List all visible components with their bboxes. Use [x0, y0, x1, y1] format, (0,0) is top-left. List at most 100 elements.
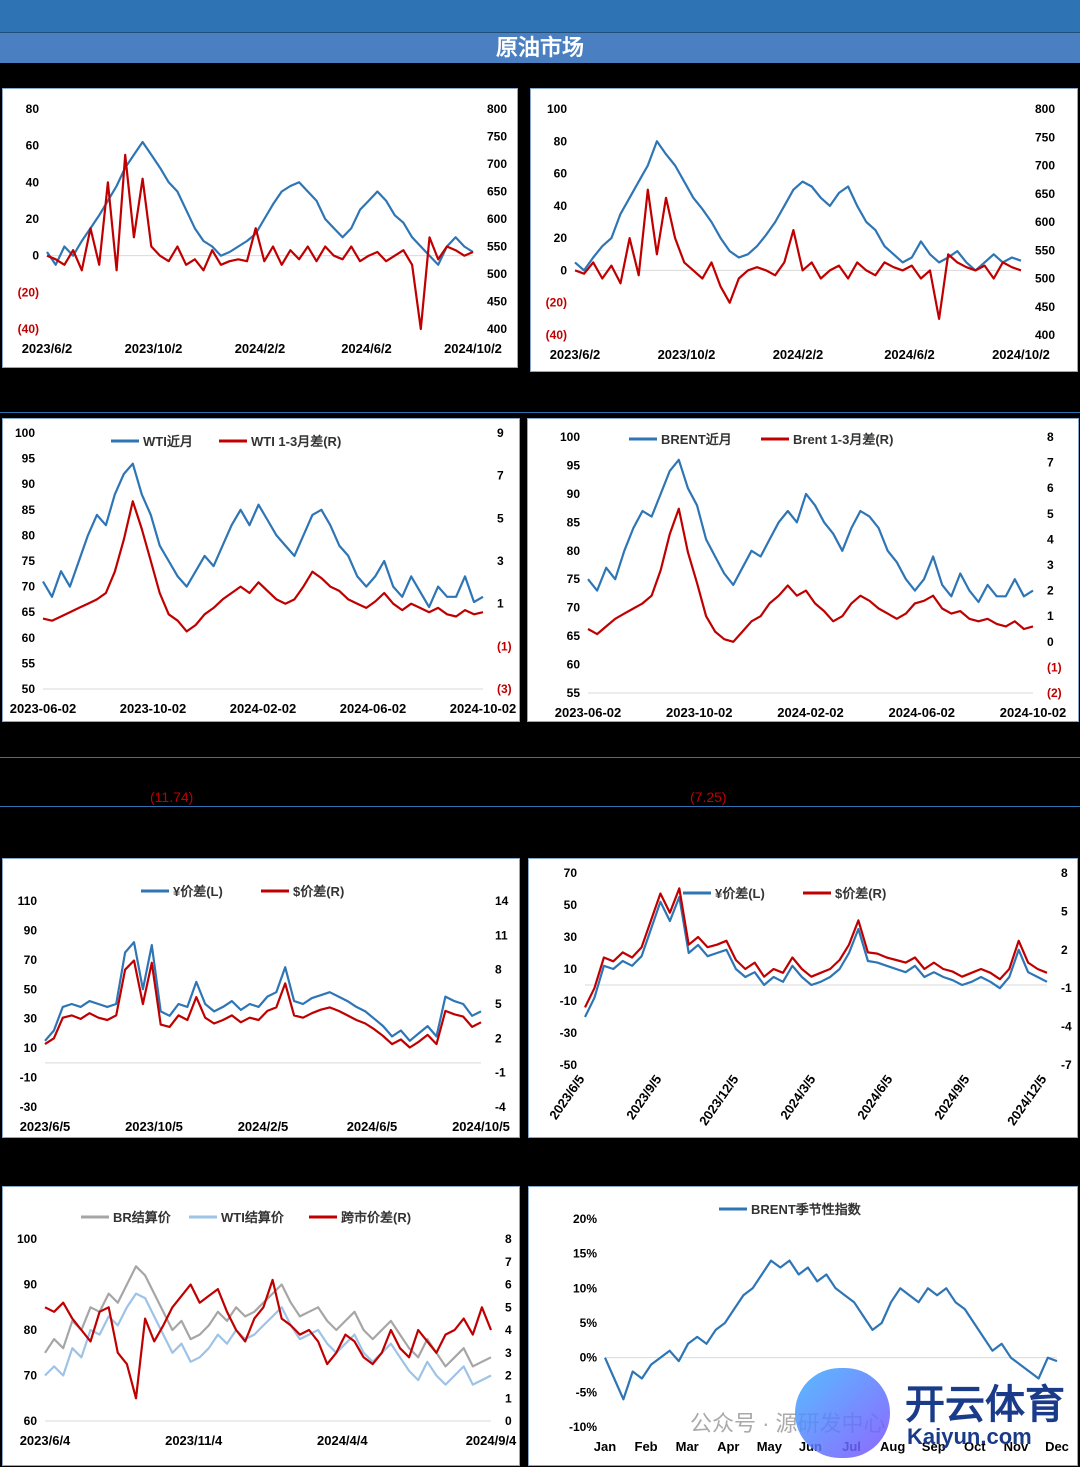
- legend-label: $价差(R): [293, 884, 344, 899]
- x-tick: 2023-10-02: [666, 705, 733, 720]
- x-tick: 2023-06-02: [555, 705, 622, 720]
- y-right-tick: 550: [487, 240, 507, 254]
- chart-6-svg: 70 50 30 10 -10 -30 -50 8 5 2 -1 -4 -7 2023/6/5 2023/9…: [546, 866, 1072, 1128]
- y-left-tick: -10: [20, 1071, 38, 1085]
- y-left-tick: 50: [22, 682, 36, 696]
- y-left-tick: 90: [567, 487, 581, 501]
- spread-value-left: (11.74): [150, 789, 194, 805]
- brand-logo: 开云体育 Kaiyun.com: [795, 1368, 1075, 1463]
- y-left-tick: -30: [20, 1100, 38, 1114]
- x-tick: 2024/3/5: [777, 1072, 818, 1122]
- y-left-tick: -10%: [569, 1420, 597, 1434]
- x-tick: 2024/6/5: [854, 1072, 895, 1122]
- y-left-tick: 40: [554, 199, 568, 213]
- y-left-tick: 40: [26, 175, 40, 189]
- chart-7-svg: 100 90 80 70 60 8 7 6 5 4 3 2 1 0 2023/6/4 2023/11/4 202…: [17, 1210, 517, 1448]
- y-right-tick: -1: [1061, 981, 1072, 995]
- y-left-tick: 50: [564, 898, 578, 912]
- y-right-tick: 5: [495, 997, 502, 1011]
- y-right-tick: 0: [505, 1414, 512, 1428]
- y-left-tick: 55: [567, 686, 581, 700]
- y-right-tick: 550: [1035, 243, 1055, 257]
- y-right-tick: 600: [1035, 215, 1055, 229]
- y-left-tick: 80: [554, 134, 568, 148]
- x-tick: Nov: [1004, 1439, 1029, 1454]
- y-right-tick: 9: [497, 426, 504, 440]
- y-left-tick: (40): [546, 328, 567, 342]
- series-line-1: [44, 941, 482, 1042]
- chart-2-svg: 100 80 60 40 20 0 (20) (40) 800 750 700 650 600 550 50…: [546, 102, 1056, 362]
- y-left-tick: 70: [24, 1369, 38, 1383]
- y-right-tick: 8: [505, 1232, 512, 1246]
- series-line-1: [587, 458, 1034, 604]
- x-tick: Mar: [676, 1439, 699, 1454]
- y-left-tick: 70: [22, 580, 36, 594]
- x-tick: Feb: [635, 1439, 658, 1454]
- y-right-tick: 650: [1035, 187, 1055, 201]
- legend-label: BR结算价: [113, 1210, 172, 1225]
- x-tick: Apr: [717, 1439, 739, 1454]
- y-right-tick: 1: [1047, 609, 1054, 623]
- x-tick: 2024/6/2: [341, 341, 392, 356]
- y-left-tick: 5%: [580, 1316, 598, 1330]
- chart-3-svg: 1009590858075706560555097531(1)(3)2023-0…: [10, 426, 517, 716]
- y-left-tick: 85: [22, 503, 36, 517]
- y-left-tick: 100: [17, 1232, 37, 1246]
- series-line-2: [587, 507, 1034, 643]
- series-line-2: [42, 500, 484, 633]
- y-right-tick: -4: [1061, 1020, 1072, 1034]
- x-tick: 2023/6/5: [546, 1072, 587, 1122]
- chart-panel-2: 100 80 60 40 20 0 (20) (40) 800 750 700 650 600 550 50…: [530, 88, 1078, 372]
- y-right-tick: 4: [505, 1323, 512, 1337]
- series-line-1: [42, 462, 484, 609]
- y-right-tick: 5: [497, 511, 504, 525]
- y-left-tick: 90: [22, 477, 36, 491]
- y-right-tick: 3: [505, 1346, 512, 1360]
- x-tick: 2023/11/4: [165, 1433, 223, 1448]
- y-left-tick: 30: [24, 1012, 38, 1026]
- y-right-tick: -4: [495, 1100, 506, 1114]
- y-right-tick: 2: [1047, 584, 1054, 598]
- x-tick: 2024-06-02: [340, 701, 407, 716]
- y-left-tick: 60: [24, 1414, 38, 1428]
- x-tick: 2024-10-02: [450, 701, 517, 716]
- chart-1-svg: 80 60 40 20 0 (20) (40) 800 750 700 650 600 550 500 45…: [18, 102, 508, 356]
- chart-4-svg: 100959085807570656055876543210(1)(2)2023…: [555, 430, 1067, 720]
- y-left-tick: 10: [24, 1041, 38, 1055]
- y-right-tick: 800: [1035, 102, 1055, 116]
- y-right-tick: 1: [497, 597, 504, 611]
- y-right-tick: 4: [1047, 532, 1054, 546]
- y-left-tick: 10%: [573, 1281, 597, 1295]
- y-right-tick: 7: [505, 1255, 512, 1269]
- chart-panel-1: 80 60 40 20 0 (20) (40) 800 750 700 650 600 550 500 45…: [2, 88, 518, 368]
- y-right-tick: 400: [487, 322, 507, 336]
- x-tick: 2024/9/5: [931, 1072, 972, 1122]
- y-left-tick: 80: [26, 102, 40, 116]
- y-left-tick: 50: [24, 982, 38, 996]
- y-right-tick: 450: [487, 295, 507, 309]
- y-right-tick: 5: [505, 1300, 512, 1314]
- x-tick: 2024/2/2: [773, 347, 824, 362]
- x-tick: 2024/6/2: [884, 347, 935, 362]
- chart-panel-7: 100 90 80 70 60 8 7 6 5 4 3 2 1 0 2023/6/4 2023/11/4 202…: [2, 1186, 520, 1466]
- y-right-tick: 600: [487, 212, 507, 226]
- x-tick: 2024/2/2: [235, 341, 286, 356]
- y-left-tick: 60: [22, 631, 36, 645]
- x-tick: 2023/6/4: [20, 1433, 71, 1448]
- legend-label: WTI 1-3月差(R): [251, 434, 341, 449]
- series-line-2: [44, 1292, 492, 1386]
- x-tick: 2024-02-02: [230, 701, 297, 716]
- logo-brand-cn: 开云体育: [905, 1383, 1065, 1427]
- series-line-1: [584, 895, 1048, 1018]
- y-left-tick: 30: [564, 930, 578, 944]
- y-left-tick: 100: [15, 426, 35, 440]
- y-right-tick: 2: [505, 1369, 512, 1383]
- y-left-tick: -5%: [576, 1385, 598, 1399]
- series-line-1: [603, 1259, 1058, 1401]
- x-tick: 2024-06-02: [889, 705, 956, 720]
- x-tick: Sep: [922, 1439, 946, 1454]
- series-line-1: [44, 1265, 492, 1368]
- legend-label: 跨市价差(R): [341, 1210, 411, 1225]
- legend-label: WTI近月: [143, 434, 193, 449]
- y-left-tick: 80: [24, 1323, 38, 1337]
